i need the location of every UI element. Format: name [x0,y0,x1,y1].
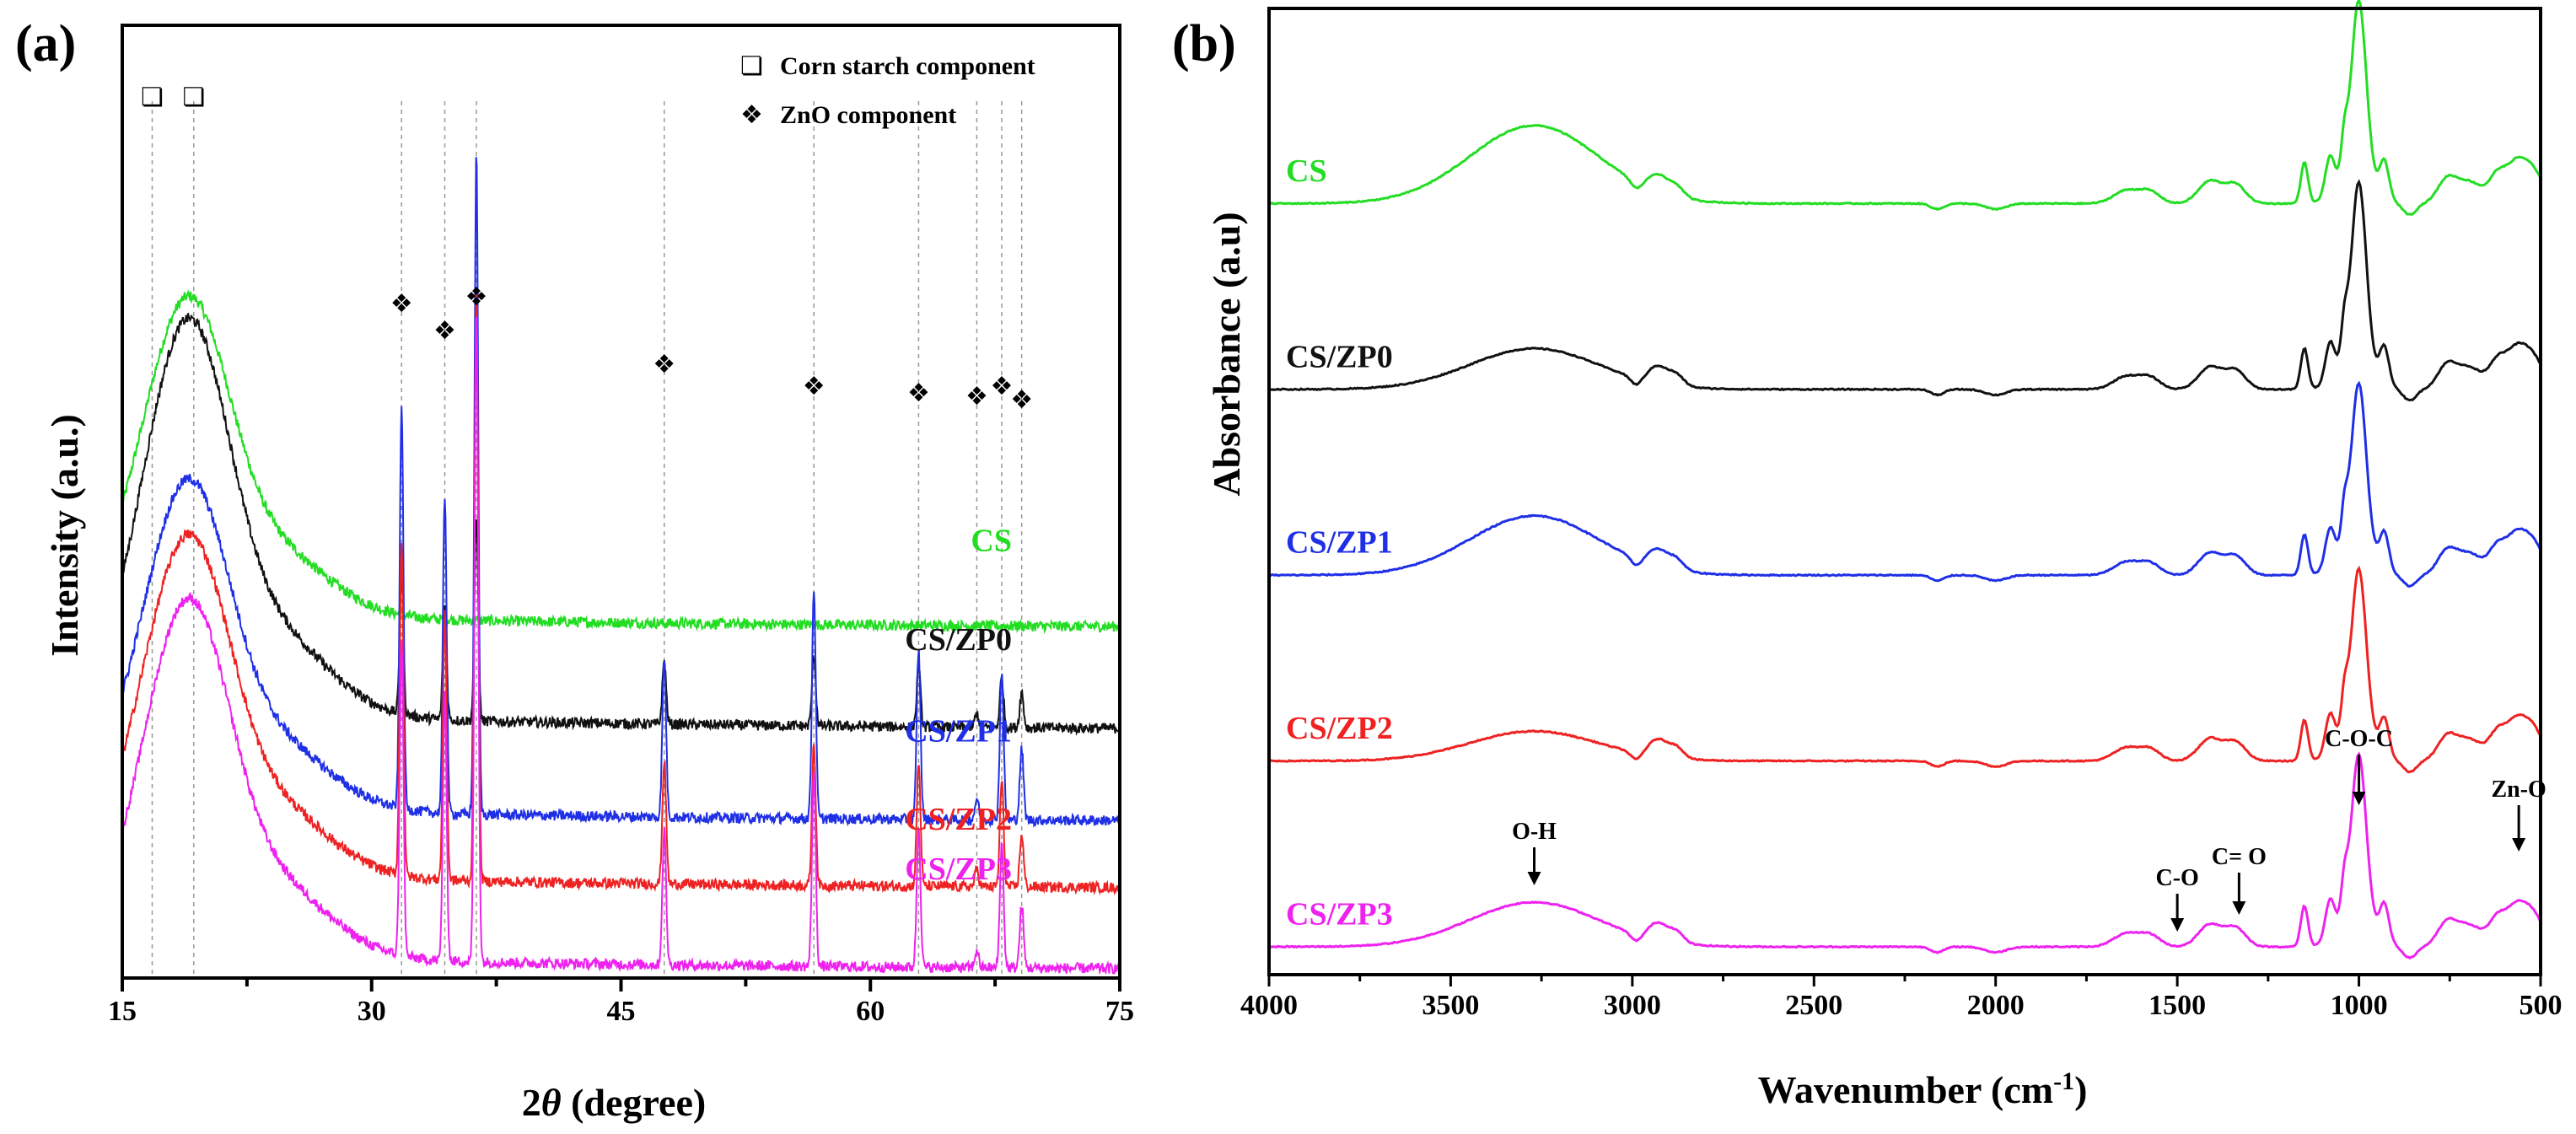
annotation-arrow-head [2352,792,2366,805]
ftir-annotation-label: C-O [2155,865,2198,891]
annotation-arrow-head [2232,901,2246,915]
ftir-curve-cs [1268,0,2542,216]
annotation-arrow-head [2512,838,2526,852]
panel-a-xlabel-prefix: 2 [522,1081,541,1124]
x-tick-label: 3500 [1422,990,1479,1021]
panel-b-label: (b) [1172,15,1236,73]
zno-peak-marker: ❖ [390,289,413,319]
ftir-curve-cs-zp3 [1268,751,2542,960]
xrd-curve-cs-zp0 [121,313,1120,736]
annotation-arrow-head [1527,872,1541,885]
zno-peak-marker: ❖ [991,372,1014,401]
legend-zno-symbol: ❖ [740,100,763,130]
ftir-series-label: CS/ZP2 [1286,711,1393,746]
panel-b-ticks: 4000 3500 3000 2500 2000 1500 1000 500 [1240,975,2563,1021]
zno-peak-marker: ❖ [465,282,488,312]
xrd-series-label: CS/ZP3 [905,852,1012,887]
ftir-curve-cs-zp2 [1268,565,2542,774]
ftir-series-label: CS/ZP1 [1286,525,1393,561]
legend-starch-symbol: ❏ [740,51,763,81]
panel-b-curves [1268,0,2542,960]
x-tick-label: 30 [358,996,386,1027]
zno-peak-marker: ❖ [433,316,456,346]
panel-b-frame [1267,7,2542,976]
xrd-series-label: CS/ZP0 [905,622,1012,658]
panel-a-series-labels: CS CS/ZP0 CS/ZP1 CS/ZP2 CS/ZP3 [905,524,1012,887]
panel-b-xlabel: Wavenumber (cm-1) [1758,1067,2088,1112]
panel-b-xlabel-end: ) [2074,1068,2087,1111]
ftir-curve-cs-zp1 [1268,380,2542,588]
panel-a-frame [121,24,1121,980]
panel-b-annotations: O-H C-O C= O C-O-C Zn-O [1512,726,2546,932]
ftir-annotation-label: O-H [1512,819,1557,845]
panel-a-legend: ❏ Corn starch component ❖ ZnO component [740,51,1035,130]
panel-a-ticks: 15 30 45 60 75 [108,978,1134,1027]
starch-peak-marker: ❏ [182,83,205,112]
legend-starch-label: Corn starch component [780,52,1035,80]
panel-b-xlabel-sup: -1 [2053,1067,2074,1095]
x-tick-label: 60 [856,996,885,1027]
panel-a-xlabel-symbol: θ [541,1081,562,1124]
x-tick-label: 15 [108,996,137,1027]
x-tick-label: 1000 [2331,990,2388,1021]
panel-a-curves [121,157,1121,975]
xrd-curve-cs-zp1 [121,157,1121,829]
ftir-series-label: CS [1286,153,1327,189]
ftir-annotation-label: C-O-C [2325,726,2393,752]
xrd-series-label: CS/ZP1 [905,714,1012,750]
panel-b-series-labels: CS CS/ZP0 CS/ZP1 CS/ZP2 CS/ZP3 [1286,153,1393,932]
xrd-series-label: CS [971,524,1012,559]
legend-zno-label: ZnO component [780,101,956,129]
x-tick-label: 1500 [2148,990,2206,1021]
x-tick-label: 2000 [1967,990,2025,1021]
xrd-curve-cs-zp2 [121,288,1121,896]
zno-peak-marker: ❖ [965,382,988,411]
panel-a-ylabel: Intensity (a.u.) [43,414,86,657]
ftir-annotation-label: Zn-O [2491,777,2546,803]
starch-peak-marker: ❏ [141,83,164,112]
ftir-series-label: CS/ZP3 [1286,896,1393,932]
panel-a-guide-lines [151,101,1023,978]
annotation-arrow-head [2170,918,2185,932]
x-tick-label: 2500 [1785,990,1842,1021]
x-tick-label: 4000 [1240,990,1298,1021]
ftir-series-label: CS/ZP0 [1286,339,1393,374]
panel-a-xlabel: 2θ (degree) [522,1081,706,1124]
x-tick-label: 75 [1105,996,1134,1027]
xrd-curve-cs-zp3 [121,316,1121,975]
panel-b-ylabel: Absorbance (a.u) [1205,212,1248,496]
panel-a-label: (a) [15,15,76,73]
xrd-curve-cs [121,289,1120,635]
zno-peak-marker: ❖ [803,372,826,401]
x-tick-label: 45 [607,996,636,1027]
xrd-series-label: CS/ZP2 [905,802,1012,837]
zno-peak-marker: ❖ [907,379,930,408]
x-tick-label: 3000 [1604,990,1661,1021]
x-tick-label: 500 [2520,990,2563,1021]
panel-a-xlabel-suffix: (degree) [562,1081,707,1124]
zno-peak-marker: ❖ [653,350,675,379]
zno-peak-marker: ❖ [1010,385,1033,415]
ftir-annotation-label: C= O [2212,844,2267,870]
panel-b: (b) Absorbance (a.u) Wavenumber (cm-1) C… [1172,0,2563,1112]
ftir-curve-cs-zp0 [1268,179,2542,402]
panel-b-xlabel-main: Wavenumber (cm [1758,1068,2054,1111]
panel-a-peak-markers: ❏ ❏❖❖❖❖❖ ❖ ❖ ❖❖ [141,83,1033,415]
panel-a: (a) Intensity (a.u.) 2θ (degree) ❏ ❏❖❖❖❖❖… [15,15,1134,1124]
